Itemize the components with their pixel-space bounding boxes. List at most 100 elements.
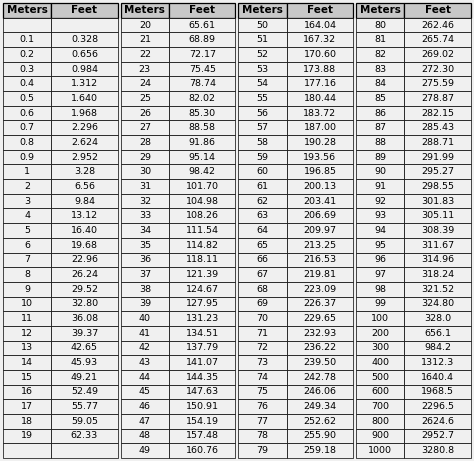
- Bar: [3, 282, 51, 296]
- Text: 44: 44: [139, 373, 151, 382]
- Bar: [3, 253, 51, 267]
- Bar: [404, 165, 471, 179]
- Text: 47: 47: [139, 417, 151, 426]
- Bar: [356, 194, 404, 208]
- Text: 65: 65: [256, 241, 269, 250]
- Bar: [356, 238, 404, 253]
- Text: 26.24: 26.24: [71, 270, 98, 279]
- Text: 85.30: 85.30: [189, 109, 216, 118]
- Text: 272.30: 272.30: [421, 65, 454, 74]
- Text: 88: 88: [374, 138, 386, 147]
- Bar: [121, 355, 169, 370]
- Text: 1: 1: [24, 167, 30, 176]
- Text: 236.22: 236.22: [303, 343, 337, 352]
- Text: 5: 5: [24, 226, 30, 235]
- Bar: [238, 3, 287, 18]
- Bar: [287, 150, 353, 165]
- Bar: [287, 32, 353, 47]
- Bar: [121, 150, 169, 165]
- Bar: [3, 311, 51, 326]
- Text: 90: 90: [374, 167, 386, 176]
- Text: 65.61: 65.61: [189, 21, 216, 30]
- Bar: [287, 62, 353, 77]
- Text: 25: 25: [139, 94, 151, 103]
- Bar: [404, 106, 471, 120]
- Text: Feet: Feet: [189, 6, 215, 15]
- Text: 1000: 1000: [368, 446, 392, 455]
- Bar: [169, 429, 236, 443]
- Bar: [3, 62, 51, 77]
- Text: 226.37: 226.37: [303, 299, 337, 308]
- Bar: [404, 341, 471, 355]
- Bar: [404, 282, 471, 296]
- Bar: [287, 282, 353, 296]
- Bar: [3, 165, 51, 179]
- Bar: [356, 3, 404, 18]
- Bar: [3, 384, 51, 399]
- Bar: [121, 326, 169, 341]
- Text: 13.12: 13.12: [71, 211, 98, 220]
- Text: 232.93: 232.93: [303, 329, 337, 338]
- Bar: [287, 253, 353, 267]
- Bar: [121, 120, 169, 135]
- Text: 311.67: 311.67: [421, 241, 454, 250]
- Text: 86: 86: [374, 109, 386, 118]
- Text: 50: 50: [256, 21, 269, 30]
- Text: 42: 42: [139, 343, 151, 352]
- Text: 91.86: 91.86: [189, 138, 216, 147]
- Text: Feet: Feet: [307, 6, 333, 15]
- Bar: [238, 62, 287, 77]
- Bar: [169, 399, 236, 414]
- Text: 177.16: 177.16: [303, 79, 337, 88]
- Bar: [121, 77, 169, 91]
- Text: 24: 24: [139, 79, 151, 88]
- Text: 4: 4: [24, 211, 30, 220]
- Bar: [51, 443, 118, 458]
- Text: 60: 60: [256, 167, 269, 176]
- Bar: [51, 399, 118, 414]
- Text: 94: 94: [374, 226, 386, 235]
- Text: 295.27: 295.27: [421, 167, 454, 176]
- Bar: [287, 135, 353, 150]
- Bar: [404, 267, 471, 282]
- Bar: [356, 32, 404, 47]
- Bar: [287, 18, 353, 32]
- Bar: [356, 253, 404, 267]
- Text: 30: 30: [139, 167, 151, 176]
- Text: 3280.8: 3280.8: [421, 446, 454, 455]
- Text: 76: 76: [256, 402, 269, 411]
- Bar: [3, 106, 51, 120]
- Text: 52: 52: [256, 50, 269, 59]
- Text: 71: 71: [256, 329, 269, 338]
- Bar: [169, 443, 236, 458]
- Bar: [238, 135, 287, 150]
- Bar: [169, 194, 236, 208]
- Bar: [404, 326, 471, 341]
- Text: 98: 98: [374, 285, 386, 294]
- Bar: [404, 311, 471, 326]
- Text: 190.28: 190.28: [303, 138, 337, 147]
- Bar: [121, 341, 169, 355]
- Bar: [121, 62, 169, 77]
- Text: 108.26: 108.26: [186, 211, 219, 220]
- Bar: [404, 429, 471, 443]
- Bar: [404, 238, 471, 253]
- Text: Meters: Meters: [360, 6, 401, 15]
- Bar: [404, 194, 471, 208]
- Text: 42.65: 42.65: [71, 343, 98, 352]
- Bar: [238, 194, 287, 208]
- Text: 147.63: 147.63: [186, 387, 219, 396]
- Bar: [356, 326, 404, 341]
- Bar: [238, 120, 287, 135]
- Bar: [51, 296, 118, 311]
- Text: 74: 74: [256, 373, 269, 382]
- Text: 114.82: 114.82: [186, 241, 219, 250]
- Bar: [3, 77, 51, 91]
- Text: 35: 35: [139, 241, 151, 250]
- Text: 8: 8: [24, 270, 30, 279]
- Text: 314.96: 314.96: [421, 255, 454, 264]
- Text: 16.40: 16.40: [71, 226, 98, 235]
- Bar: [287, 47, 353, 62]
- Bar: [51, 150, 118, 165]
- Bar: [3, 179, 51, 194]
